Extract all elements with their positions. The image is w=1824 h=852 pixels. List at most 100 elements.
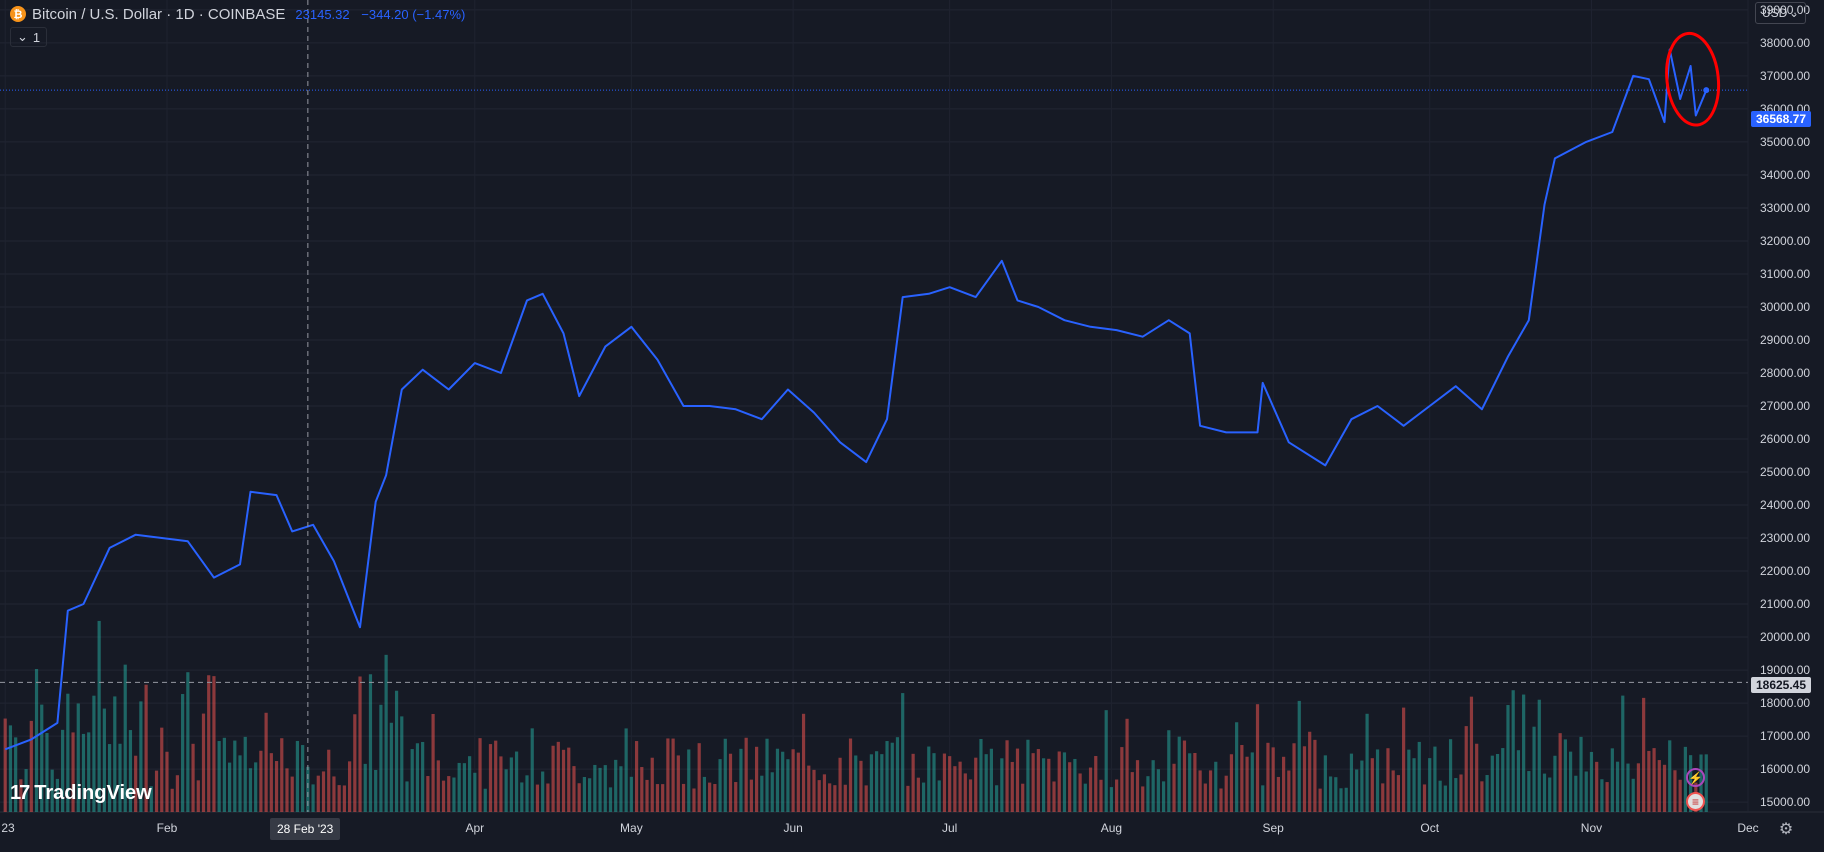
- time-tick-label: Sep: [1262, 821, 1284, 835]
- volume-bar: [394, 690, 399, 812]
- volume-bar: [1255, 704, 1260, 812]
- volume-bar: [1511, 690, 1515, 812]
- volume-bar: [687, 749, 691, 812]
- volume-bars: [3, 620, 1708, 812]
- volume-bar: [1276, 776, 1280, 812]
- volume-bar: [1402, 707, 1406, 812]
- volume-bar: [1235, 722, 1239, 812]
- volume-bar: [760, 775, 764, 812]
- price-axis: 15000.00 16000.00 17000.00 18000.00 19000.00…: [1760, 3, 1810, 809]
- volume-bar: [614, 759, 618, 812]
- volume-bar: [775, 748, 780, 812]
- price-tick-label: 24000.00: [1760, 498, 1810, 512]
- volume-bar: [269, 753, 273, 812]
- volume-bar: [1005, 740, 1009, 812]
- volume-bar: [1657, 760, 1661, 812]
- symbol-title[interactable]: Bitcoin / U.S. Dollar · 1D · COINBASE: [32, 5, 286, 23]
- volume-bar: [1318, 788, 1322, 812]
- volume-bar: [1673, 770, 1677, 812]
- volume-bar: [1647, 750, 1651, 812]
- volume-bar: [1188, 753, 1192, 812]
- volume-bar: [666, 738, 670, 812]
- volume-bar: [1626, 763, 1630, 812]
- volume-bar: [1208, 770, 1213, 812]
- currency-select[interactable]: USD ⌄: [1755, 2, 1806, 24]
- volume-bar: [290, 776, 294, 812]
- volume-bar: [457, 762, 461, 812]
- time-tick-label: Dec: [1737, 821, 1758, 835]
- symbol-header[interactable]: ₿ Bitcoin / U.S. Dollar · 1D · COINBASE …: [10, 5, 473, 23]
- volume-bar: [723, 738, 727, 812]
- volume-bar: [254, 762, 258, 812]
- volume-bar: [1057, 751, 1061, 812]
- volume-bar: [1433, 746, 1437, 812]
- volume-bar: [1198, 770, 1202, 812]
- volume-bar: [295, 740, 300, 812]
- indicators-toggle[interactable]: ⌄ 1: [10, 27, 48, 47]
- bolt-icon[interactable]: ⚡: [1686, 768, 1705, 787]
- tradingview-logo[interactable]: 17 TradingView: [10, 782, 152, 805]
- us-flag-icon[interactable]: ≡: [1686, 792, 1705, 811]
- volume-bar: [1542, 773, 1547, 812]
- time-tick-label: May: [620, 821, 643, 835]
- volume-bar: [791, 749, 795, 812]
- volume-bar: [384, 654, 388, 812]
- volume-bar: [624, 728, 628, 812]
- volume-bar: [473, 772, 477, 812]
- volume-bar: [107, 744, 112, 812]
- volume-bar: [514, 751, 519, 812]
- volume-bar: [8, 725, 13, 812]
- volume-bar: [655, 784, 660, 812]
- volume-bar: [1167, 730, 1171, 812]
- volume-bar: [916, 777, 920, 812]
- volume-bar: [227, 762, 232, 812]
- volume-bar: [1146, 776, 1150, 812]
- volume-bar: [1391, 770, 1395, 812]
- volume-bar: [379, 704, 383, 812]
- volume-bar: [1068, 762, 1072, 812]
- volume-bar: [1214, 761, 1218, 812]
- volume-bar: [989, 748, 994, 812]
- volume-bar: [1448, 739, 1453, 812]
- volume-bar: [530, 728, 534, 812]
- volume-bar: [1302, 746, 1307, 812]
- time-tick-label: 23: [1, 821, 15, 835]
- volume-bar: [843, 784, 847, 812]
- last-price-dot: [1703, 87, 1710, 94]
- volume-bar: [869, 754, 873, 812]
- volume-bar: [880, 754, 884, 812]
- time-tick-label: Feb: [157, 821, 178, 835]
- volume-bar: [1313, 739, 1317, 812]
- volume-bar: [441, 780, 446, 812]
- volume-bar: [1459, 774, 1463, 812]
- volume-bar: [19, 779, 23, 812]
- volume-bar: [661, 784, 665, 812]
- volume-bar: [483, 788, 487, 812]
- volume-bar: [1615, 761, 1620, 812]
- volume-bar: [859, 760, 863, 812]
- volume-bar: [363, 763, 367, 812]
- volume-bar: [327, 749, 331, 812]
- volume-bar: [389, 722, 393, 812]
- volume-bar: [358, 676, 362, 812]
- volume-bar: [1595, 761, 1599, 812]
- volume-bar: [123, 664, 127, 812]
- volume-bar: [1083, 783, 1087, 812]
- volume-bar: [572, 766, 576, 812]
- volume-bar: [739, 748, 743, 812]
- volume-bar: [702, 776, 707, 812]
- volume-bar: [1094, 756, 1098, 812]
- volume-bar: [561, 749, 566, 812]
- volume-bar: [1454, 778, 1458, 812]
- volume-bar: [1287, 770, 1291, 812]
- volume-bar: [1224, 775, 1228, 812]
- gear-icon[interactable]: ⚙: [1778, 821, 1794, 838]
- volume-bar: [817, 780, 821, 812]
- volume-bar: [504, 769, 508, 812]
- volume-bar: [1193, 752, 1197, 812]
- volume-bar: [676, 755, 680, 812]
- volume-bar: [906, 785, 910, 812]
- volume-bar: [708, 782, 712, 812]
